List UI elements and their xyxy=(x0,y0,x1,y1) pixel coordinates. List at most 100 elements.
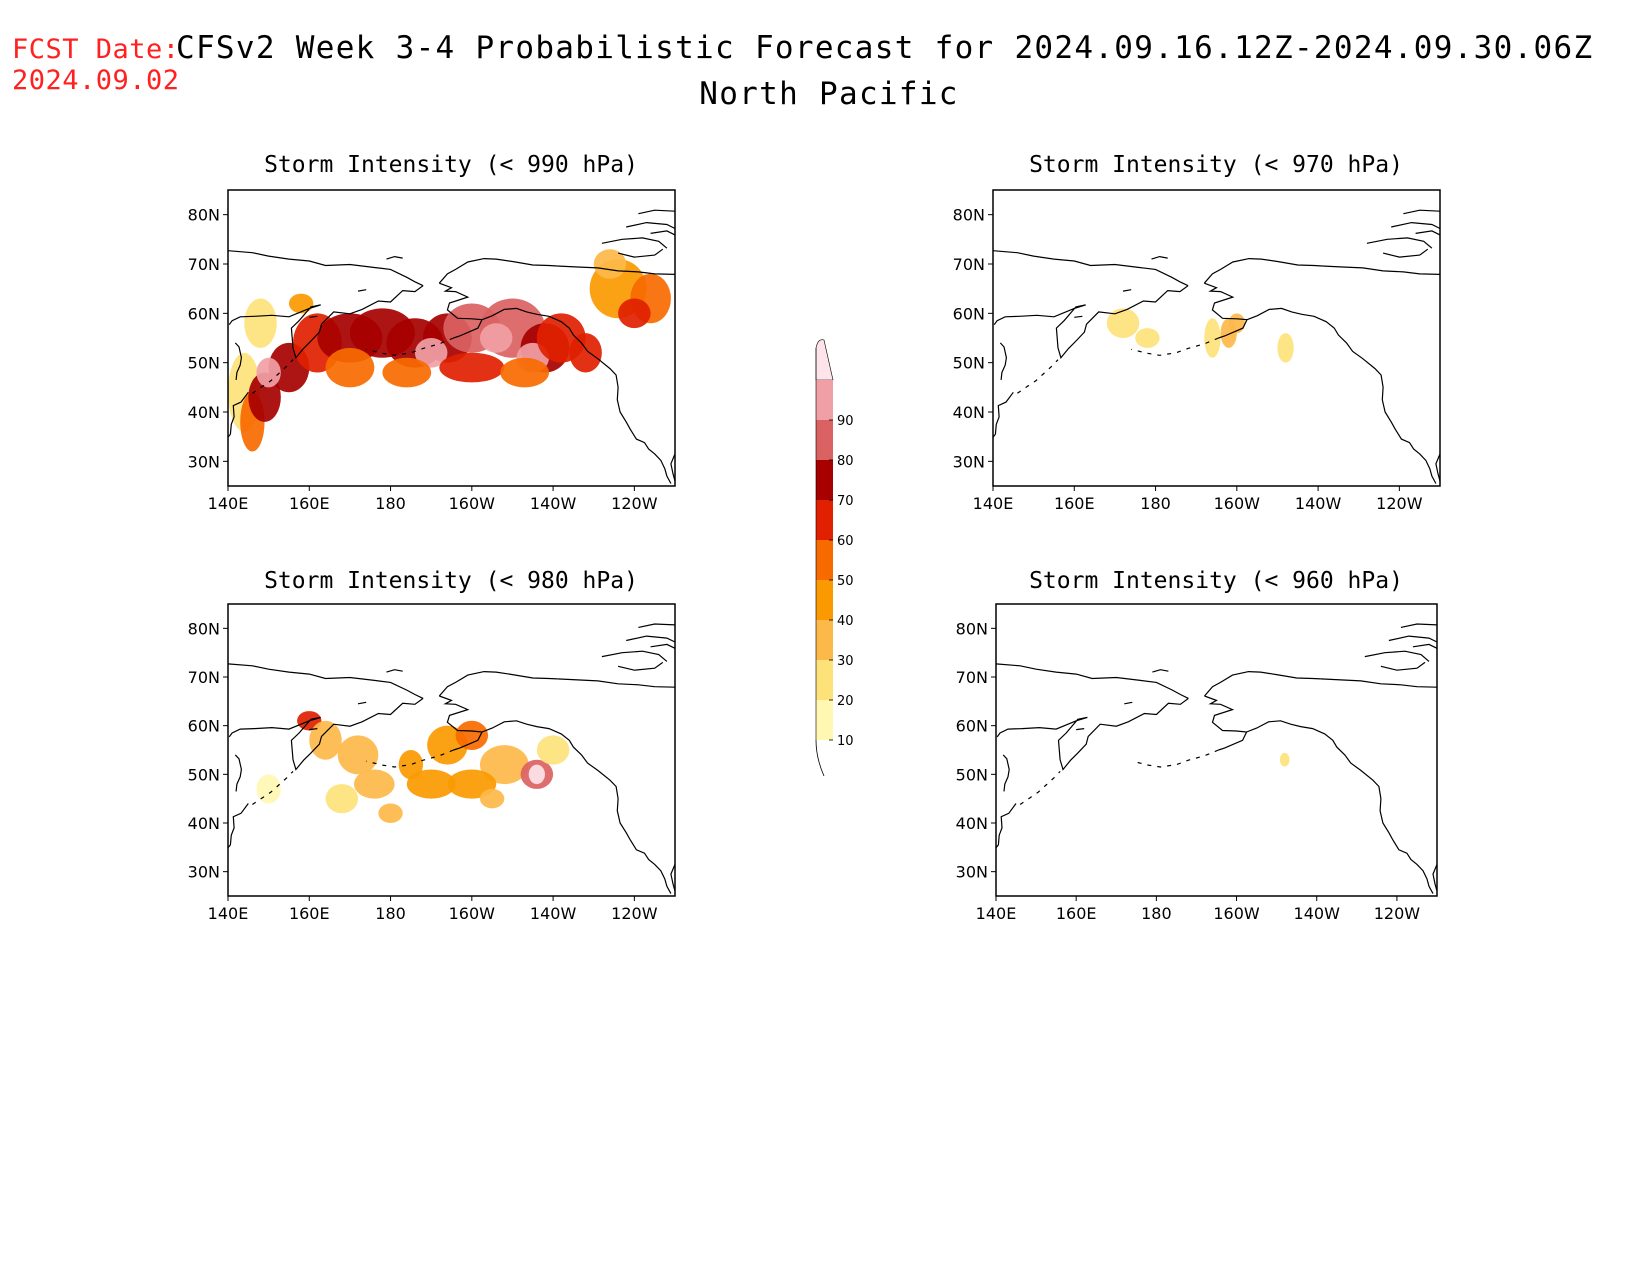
lat-tick-label: 60N xyxy=(188,304,220,323)
coastline-segment xyxy=(996,803,1017,849)
colorbar-swatch xyxy=(816,500,833,540)
coastline-segment xyxy=(234,342,243,380)
probability-cell xyxy=(618,298,651,329)
lat-tick-label: 70N xyxy=(188,668,220,687)
probability-cell xyxy=(528,764,545,785)
coastline-segment xyxy=(252,770,294,805)
lon-tick-label: 160E xyxy=(289,494,330,513)
colorbar-label: 30 xyxy=(837,654,854,669)
coastline-segment xyxy=(993,285,1189,359)
coastline xyxy=(228,209,675,484)
lon-tick-label: 120W xyxy=(1374,904,1421,923)
probability-cell xyxy=(1135,328,1160,348)
coastline-segment xyxy=(228,663,424,699)
lon-tick-label: 160E xyxy=(289,904,330,923)
coastline-segment xyxy=(1019,770,1061,805)
map-panel-p980: Storm Intensity (< 980 hPa) 80N 70N 60N 50N 4… xyxy=(188,568,676,923)
coastline-segment xyxy=(650,230,675,236)
coastline-segment xyxy=(1432,864,1437,892)
lat-tick-label: 60N xyxy=(188,717,220,736)
lon-tick-label: 140W xyxy=(1295,494,1342,513)
probability-cell xyxy=(447,769,497,799)
coastline-segment xyxy=(1074,315,1083,318)
lat-tick-label: 40N xyxy=(953,403,985,422)
map-frame xyxy=(995,603,1438,897)
lon-tick-label: 160E xyxy=(1054,494,1095,513)
probability-cell xyxy=(309,720,342,760)
panel-title: Storm Intensity (< 990 hPa) xyxy=(264,152,638,178)
coastline-segment xyxy=(638,209,675,215)
lat-tick-label: 60N xyxy=(953,304,985,323)
coastline-segment xyxy=(234,754,243,792)
lon-tick-label: 140E xyxy=(208,904,249,923)
coastline-segment xyxy=(1435,453,1440,482)
coastline-segment xyxy=(993,391,1014,438)
lat-tick-label: 40N xyxy=(188,403,220,422)
colorbar-label: 90 xyxy=(837,414,854,429)
coastline-segment xyxy=(1320,678,1437,688)
coastline-segment xyxy=(670,864,675,892)
coastline-segment xyxy=(617,661,664,671)
lat-tick-label: 70N xyxy=(953,255,985,274)
colorbar-swatch xyxy=(816,460,833,500)
figure-subtitle: North Pacific xyxy=(699,76,959,112)
coastline-segment xyxy=(1391,221,1440,230)
coastline-segment xyxy=(1002,754,1010,792)
lon-tick-label: 120W xyxy=(611,904,658,923)
colorbar-swatch xyxy=(816,420,833,460)
coastline-segment xyxy=(1152,669,1169,673)
coastline-segment xyxy=(670,453,675,482)
coastline-segment xyxy=(1204,282,1248,339)
probability-cell xyxy=(406,769,456,799)
lon-tick-label: 120W xyxy=(611,494,658,513)
coastline xyxy=(993,209,1440,484)
colorbar-swatch xyxy=(816,620,833,660)
lon-tick-label: 160W xyxy=(449,904,496,923)
coastline-segment xyxy=(1203,257,1323,284)
coastline-segment xyxy=(1400,623,1437,628)
map-panel-p990: Storm Intensity (< 990 hPa) 80N 70N 60N 50N 4… xyxy=(188,152,676,513)
probability-cell xyxy=(536,735,570,765)
probability-cell xyxy=(398,750,424,780)
lat-tick-label: 30N xyxy=(188,452,220,471)
coastline-segment xyxy=(1246,307,1437,484)
coastline-segment xyxy=(1364,650,1430,662)
coastline-segment xyxy=(1388,635,1437,643)
lat-tick-label: 50N xyxy=(956,765,988,784)
probability-cell xyxy=(1277,333,1294,363)
lon-tick-label: 140E xyxy=(208,494,249,513)
lon-tick-label: 160W xyxy=(1214,494,1261,513)
probability-field xyxy=(1106,308,1294,363)
coastline-segment xyxy=(1124,701,1133,705)
forecast-date-label: FCST Date: 2024.09.02 xyxy=(12,34,180,96)
map-frame xyxy=(227,189,676,487)
coastline-segment xyxy=(1076,728,1085,731)
coastline-segment xyxy=(481,720,672,894)
lat-tick-label: 30N xyxy=(953,452,985,471)
colorbar-swatch xyxy=(816,380,833,420)
coastline-segment xyxy=(357,701,367,705)
probability-cell xyxy=(325,347,375,388)
coastline-segment xyxy=(999,342,1008,380)
coastline-segment xyxy=(638,623,675,628)
colorbar-label: 20 xyxy=(837,694,854,709)
colorbar-label: 70 xyxy=(837,494,854,509)
lat-tick-label: 80N xyxy=(188,619,220,638)
coastline-segment xyxy=(1204,670,1321,697)
probability-cell xyxy=(378,803,403,823)
coastline xyxy=(228,623,675,894)
probability-cell xyxy=(337,735,379,775)
forecast-date-value: 2024.09.02 xyxy=(12,65,180,96)
lat-tick-label: 60N xyxy=(956,717,988,736)
lon-tick-label: 180 xyxy=(1140,494,1171,513)
panel-title: Storm Intensity (< 980 hPa) xyxy=(264,568,638,594)
panel-title: Storm Intensity (< 960 hPa) xyxy=(1029,568,1403,594)
probability-field xyxy=(1279,752,1290,767)
coastline-segment xyxy=(1412,643,1437,649)
lat-tick-label: 70N xyxy=(956,668,988,687)
map-panel-p960: Storm Intensity (< 960 hPa) 80N 70N 60N 50N 4… xyxy=(956,568,1438,923)
probability-cell xyxy=(256,357,281,388)
probability-cell xyxy=(353,769,395,799)
coastline-segment xyxy=(309,728,318,731)
probability-cell xyxy=(479,788,505,809)
